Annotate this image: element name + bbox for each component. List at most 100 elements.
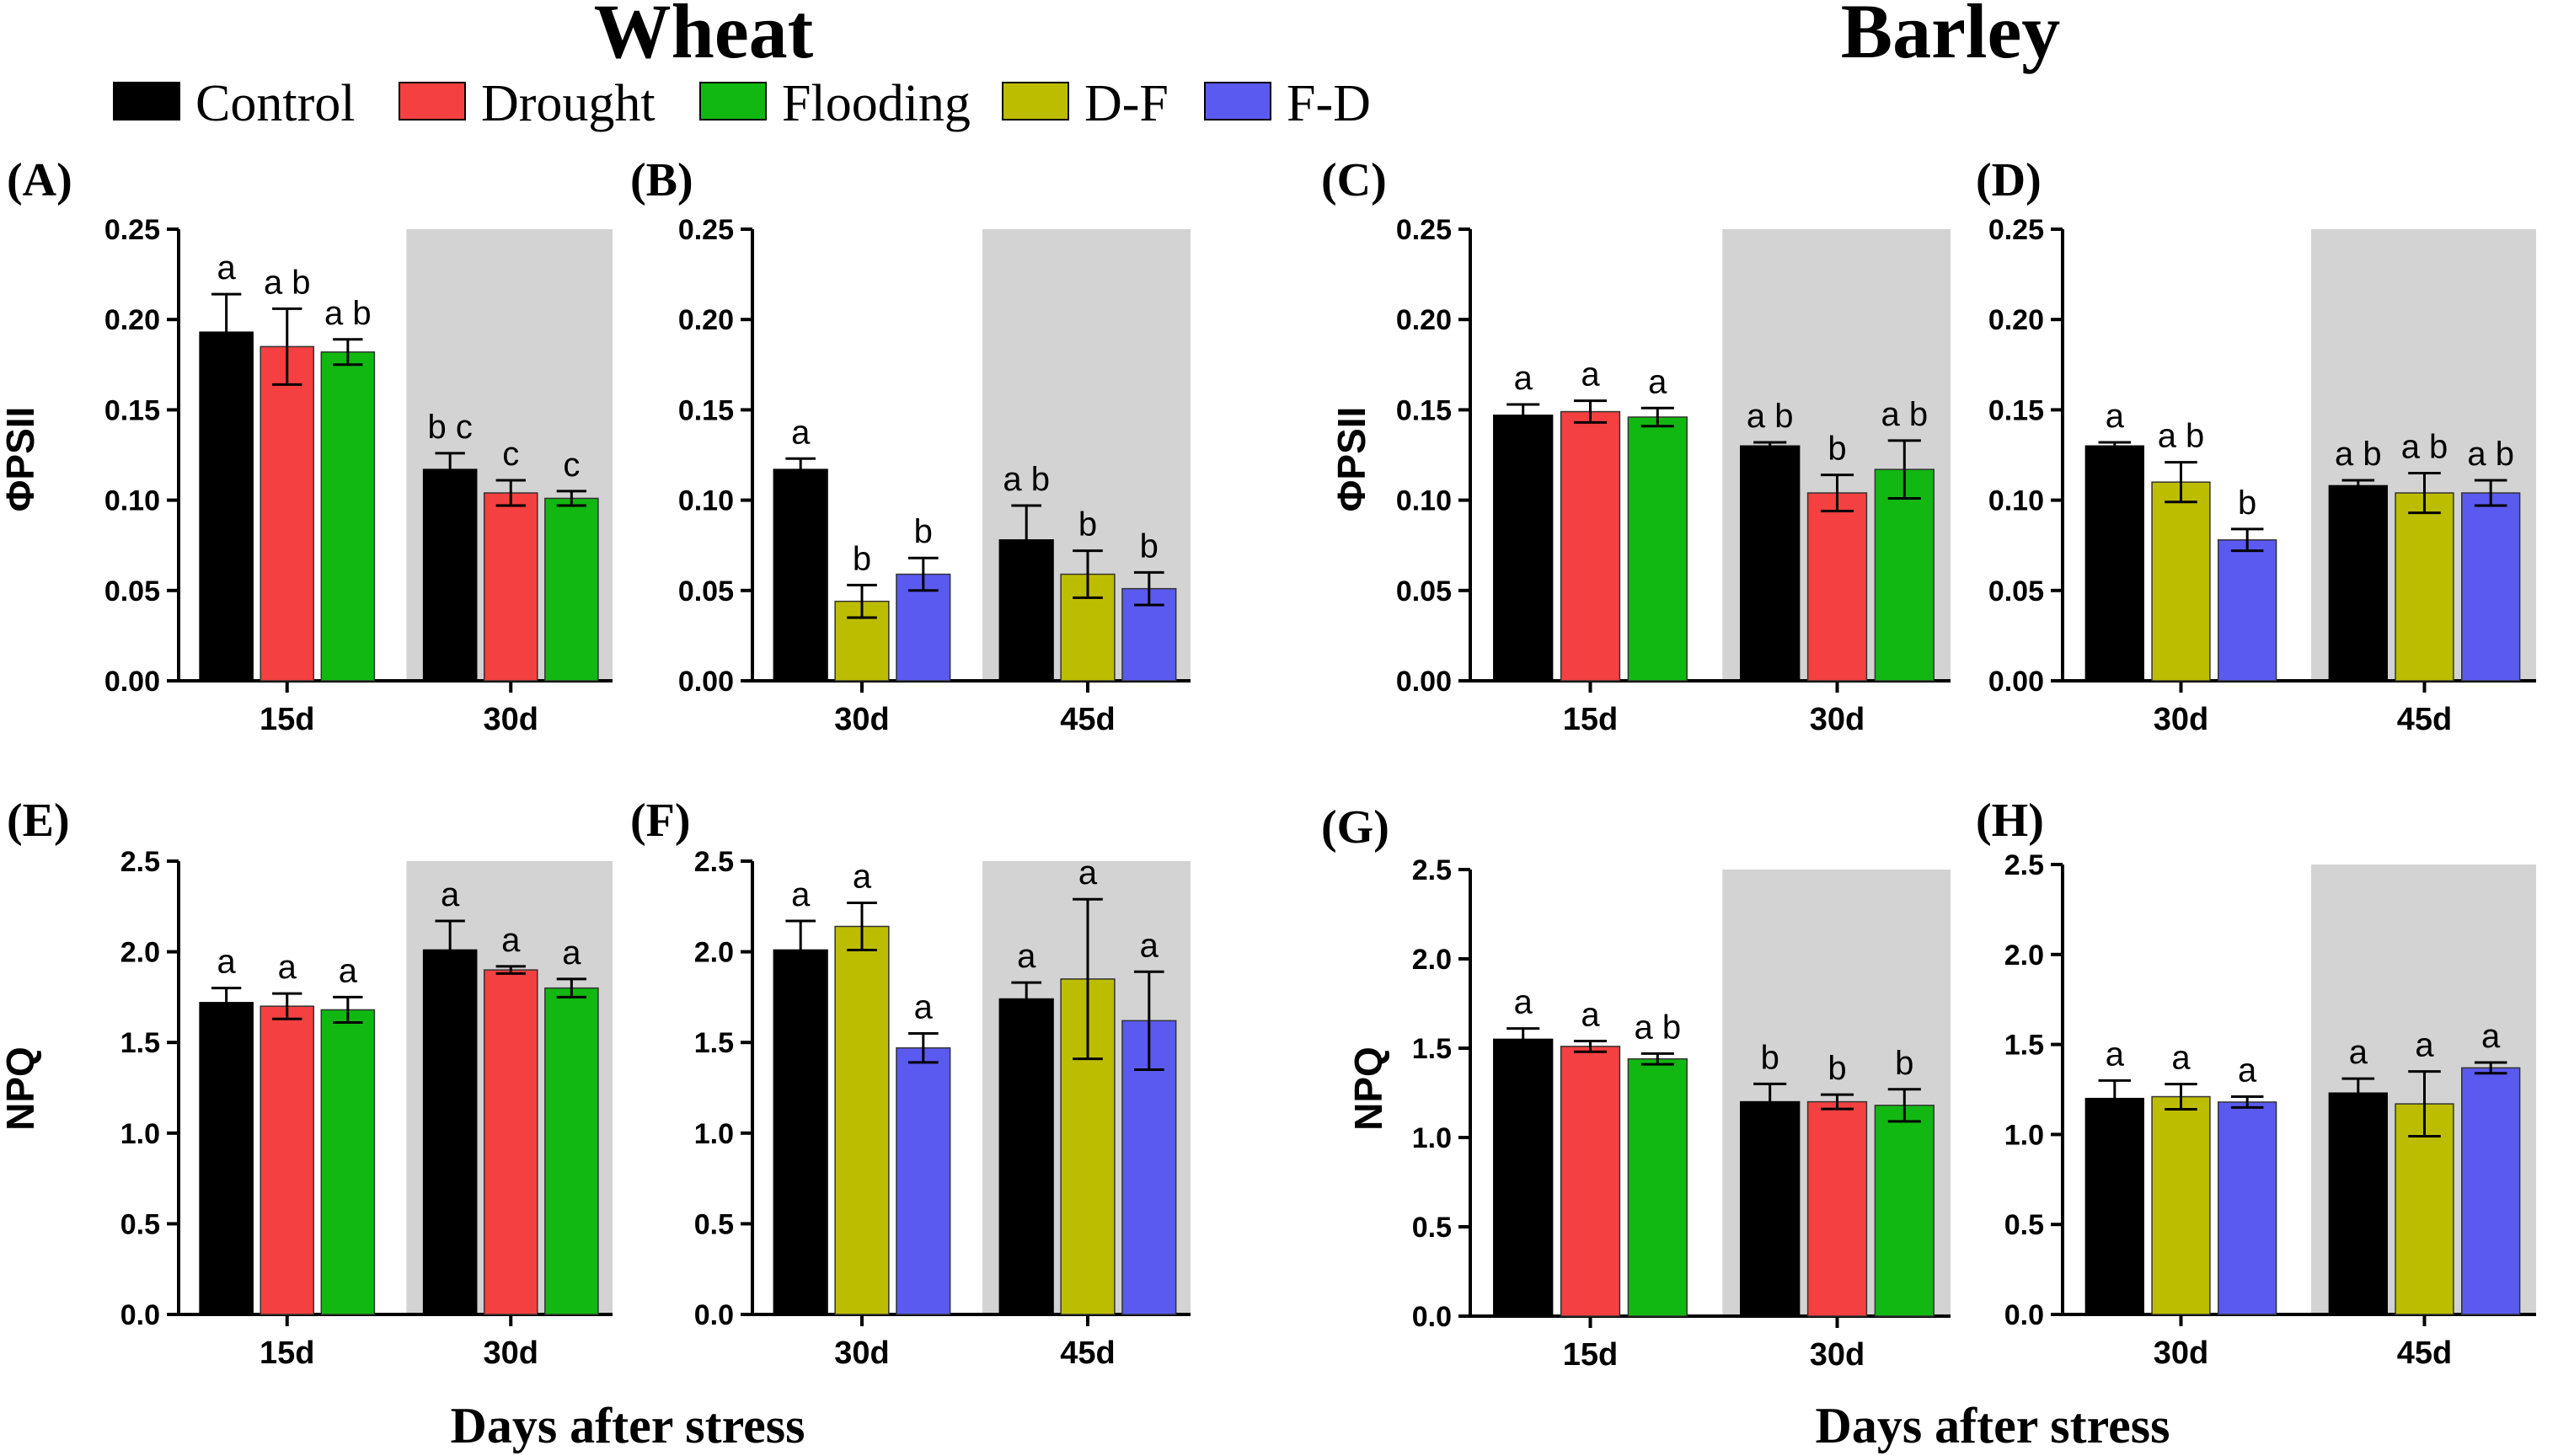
bar-f-d-45d — [2461, 492, 2521, 682]
significance-label: b — [1828, 431, 1846, 468]
bar-drought-15d — [260, 345, 315, 682]
y-tick-label: 1.0 — [2004, 1119, 2044, 1151]
bar-drought-15d — [1560, 1046, 1621, 1317]
significance-label: a — [217, 944, 237, 981]
y-tick-label: 0.10 — [1396, 485, 1452, 517]
legend-swatch-drought — [399, 82, 466, 120]
bar-f-d-30d — [896, 1046, 951, 1315]
y-tick-label: 2.0 — [2004, 939, 2044, 972]
y-tick-label: 0.15 — [1396, 394, 1452, 426]
panel-h: (H) 0.0 0.5 1.0 1.5 2.0 2.5 30d a a a 45d a a a — [1976, 795, 2536, 1371]
significance-label: b — [1828, 1050, 1846, 1087]
bar-control-30d — [2084, 1097, 2144, 1315]
significance-label: a b — [1881, 396, 1928, 433]
y-tick-label: 0.00 — [104, 666, 160, 698]
significance-label: a — [217, 249, 237, 286]
y-tick-label: 0.00 — [1988, 666, 2044, 698]
panel-label: (H) — [1976, 795, 2044, 847]
panel-label: (G) — [1321, 801, 1389, 854]
bar-flooding-30d — [544, 497, 599, 682]
y-tick-label: 0.10 — [678, 485, 734, 517]
bar-f-d-30d — [896, 573, 951, 682]
significance-label: b — [1761, 1039, 1779, 1076]
bar-flooding-30d — [1874, 468, 1935, 682]
bar-control-30d — [1740, 445, 1801, 682]
y-tick-label: 0.10 — [104, 485, 160, 517]
panel-label: (E) — [7, 795, 70, 847]
significance-label: a — [2171, 1040, 2191, 1077]
bar-drought-30d — [483, 969, 538, 1315]
bar-control-15d — [199, 331, 254, 682]
y-tick-label: 0.15 — [1988, 394, 2044, 426]
y-tick-label: 0.10 — [1988, 485, 2044, 517]
y-tick-label: 0.25 — [1988, 214, 2044, 246]
significance-label: a b — [1003, 461, 1050, 498]
bar-d-f-45d — [2395, 1103, 2454, 1315]
y-tick-label: 1.5 — [694, 1027, 734, 1059]
wheat-title: Wheat — [594, 0, 814, 74]
x-tick-label: 45d — [2397, 1336, 2452, 1371]
legend-label-d-f: D-F — [1084, 75, 1169, 132]
y-tick-label: 0.20 — [1396, 304, 1452, 336]
bar-flooding-15d — [1627, 416, 1688, 682]
panel-label: (D) — [1976, 154, 2042, 206]
x-tick-label: 30d — [484, 1336, 538, 1371]
panel-g: (G) NPQ 0.0 0.5 1.0 1.5 2.0 2.5 15d a a a b 30d b b b — [1321, 801, 1951, 1373]
y-tick-label: 0.20 — [104, 304, 160, 336]
significance-label: a — [2106, 398, 2125, 435]
significance-label: a — [1514, 984, 1533, 1021]
y-tick-label: 2.0 — [694, 937, 734, 969]
barley-title: Barley — [1841, 0, 2061, 74]
bar-control-15d — [1493, 415, 1554, 682]
y-tick-label: 0.25 — [1396, 214, 1452, 246]
significance-label: a — [1140, 927, 1159, 964]
bar-d-f-30d — [2151, 481, 2211, 682]
x-tick-label: 45d — [1060, 1336, 1115, 1371]
bar-control-15d — [199, 1002, 254, 1315]
x-tick-label: 15d — [260, 1336, 314, 1371]
significance-label: a — [2481, 1018, 2501, 1055]
significance-label: a — [278, 949, 297, 986]
significance-label: a — [1648, 363, 1667, 400]
significance-label: a — [562, 934, 581, 972]
x-tick-label: 30d — [2154, 702, 2208, 737]
significance-label: a — [2238, 1052, 2257, 1089]
significance-label: a b — [2158, 418, 2205, 455]
significance-label: a — [441, 876, 460, 913]
bar-control-30d — [422, 468, 478, 682]
significance-label: b — [1078, 506, 1097, 543]
bar-control-30d — [1740, 1100, 1801, 1317]
y-tick-label: 0.05 — [1988, 575, 2044, 608]
significance-label: a — [501, 922, 521, 959]
bar-drought-30d — [1806, 492, 1868, 682]
x-tick-label: 30d — [484, 702, 538, 737]
significance-label: a — [2349, 1034, 2368, 1071]
legend-label-flooding: Flooding — [782, 75, 971, 132]
panel-d: (D) 0.00 0.05 0.10 0.15 0.20 0.25 30d a a b b 45d a … — [1976, 154, 2536, 737]
y-tick-label: 0.20 — [678, 304, 734, 336]
significance-label: b — [853, 540, 871, 577]
x-tick-label: 30d — [834, 702, 889, 737]
y-tick-label: 1.0 — [120, 1118, 160, 1150]
bar-d-f-45d — [1060, 978, 1116, 1315]
y-tick-label: 1.0 — [1412, 1122, 1452, 1154]
legend-swatch-flooding — [699, 82, 767, 120]
significance-label: a b — [1634, 1009, 1681, 1046]
x-tick-label: 15d — [1563, 702, 1618, 737]
bar-control-45d — [998, 998, 1054, 1315]
panel-b: (B) 0.00 0.05 0.10 0.15 0.20 0.25 30d a b b 45d a b b… — [630, 154, 1191, 737]
bar-control-30d — [422, 949, 478, 1315]
bar-flooding-30d — [1874, 1105, 1935, 1317]
y-tick-label: 0.0 — [1412, 1301, 1452, 1333]
y-tick-label: 2.5 — [2004, 849, 2044, 881]
bar-control-30d — [773, 949, 828, 1315]
y-tick-label: 0.00 — [678, 666, 734, 698]
significance-label: b c — [427, 409, 472, 446]
significance-label: a — [1581, 997, 1600, 1034]
panel-c: (C) ΦPSII 0.00 0.05 0.10 0.15 0.20 0.25 15d a a a 30… — [1321, 154, 1951, 737]
significance-label: b — [1140, 527, 1159, 565]
legend-swatch-control — [113, 82, 180, 120]
x-tick-label: 15d — [260, 702, 314, 737]
